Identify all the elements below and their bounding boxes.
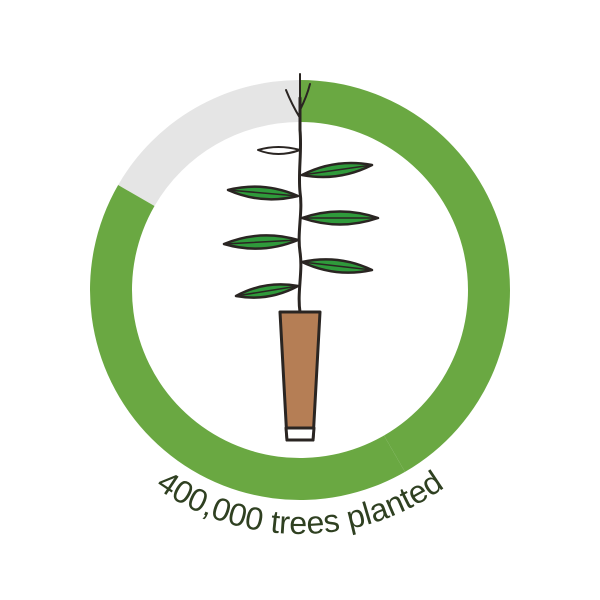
donut-svg: 400,000 trees planted [0, 0, 600, 600]
trees-planted-infographic: { "donut": { "type": "donut", "cx": 300,… [0, 0, 600, 600]
